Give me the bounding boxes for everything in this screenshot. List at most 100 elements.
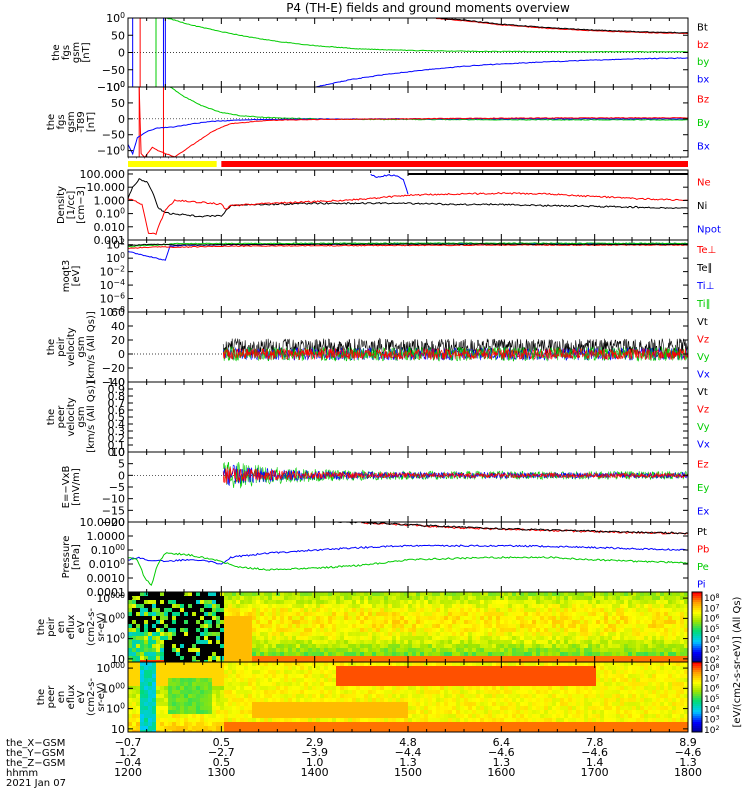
heat-cell [188, 662, 193, 667]
heat-cell [408, 604, 413, 609]
heat-cell [140, 706, 145, 711]
heat-cell [148, 698, 153, 703]
heat-cell [264, 670, 269, 675]
heat-cell [236, 600, 241, 605]
heat-cell [420, 596, 425, 601]
heat-cell [220, 624, 225, 629]
y-tick-label: 10.0000 [80, 516, 126, 529]
heat-cell [228, 596, 233, 601]
heat-cell [372, 682, 377, 687]
heat-cell [204, 730, 209, 732]
heat-cell [560, 660, 565, 662]
heat-cell [528, 644, 533, 649]
y-axis-label: the [46, 409, 57, 425]
heat-cell [248, 604, 253, 609]
heat-cell [424, 670, 429, 675]
heat-cell [200, 678, 205, 683]
heat-cell [140, 624, 145, 629]
heat-cell [380, 686, 385, 691]
heat-cell [684, 652, 688, 657]
heat-cell [220, 706, 225, 711]
heat-cell [492, 608, 497, 613]
heat-cell [504, 604, 509, 609]
heat-cell [348, 690, 353, 695]
heat-cell [148, 596, 153, 601]
legend-entry: Pt [697, 527, 707, 538]
heat-cell [336, 592, 341, 597]
heat-cell [232, 698, 237, 703]
heat-cell [356, 628, 361, 633]
heat-cell [208, 612, 213, 617]
heat-cell [156, 660, 161, 662]
heat-cell [612, 632, 617, 637]
heat-cell [232, 666, 237, 671]
heat-cell [248, 726, 253, 731]
heat-cell [304, 666, 309, 671]
y-axis-label: [eV] [71, 266, 82, 287]
heat-cell [232, 702, 237, 707]
heat-cell [448, 660, 453, 662]
heat-cell [492, 636, 497, 641]
heat-cell [164, 682, 169, 687]
heat-cell [660, 612, 665, 617]
heat-cell [588, 644, 593, 649]
heat-cell [400, 644, 405, 649]
heat-cell [336, 722, 341, 727]
heat-cell [492, 640, 497, 645]
heat-cell [156, 596, 161, 601]
heat-cell [424, 600, 429, 605]
heat-cell [280, 690, 285, 695]
heat-cell [200, 726, 205, 731]
heat-cell [360, 644, 365, 649]
heat-cell [396, 644, 401, 649]
heat-cell [208, 644, 213, 649]
heat-cell [212, 640, 217, 645]
heat-cell [280, 612, 285, 617]
heat-cell [576, 652, 581, 657]
heat-cell [324, 686, 329, 691]
heat-cell [244, 706, 249, 711]
heat-cell [336, 604, 341, 609]
heat-cell [340, 616, 345, 621]
heat-cell [276, 670, 281, 675]
heat-cell [260, 726, 265, 731]
heat-cell [280, 702, 285, 707]
heat-cell [416, 640, 421, 645]
heat-cell [260, 608, 265, 613]
heat-cell [316, 640, 321, 645]
heat-cell [332, 666, 337, 671]
heat-cell [292, 604, 297, 609]
heat-cell [256, 656, 261, 661]
heat-cell [420, 660, 425, 662]
heat-cell [632, 596, 637, 601]
heat-cell [340, 662, 345, 667]
heat-cell [428, 632, 433, 637]
heat-cell [488, 632, 493, 637]
heat-cell [184, 682, 189, 687]
heat-cell [568, 616, 573, 621]
heat-cell [488, 656, 493, 661]
heat-cell [456, 660, 461, 662]
heat-cell [360, 686, 365, 691]
heat-cell [496, 644, 501, 649]
heat-cell [260, 666, 265, 671]
heat-cell [392, 660, 397, 662]
heat-cell [412, 706, 417, 711]
heat-cell [184, 694, 189, 699]
heat-cell [668, 600, 673, 605]
heat-cell [364, 686, 369, 691]
heat-cell [376, 710, 381, 715]
heat-cell [488, 608, 493, 613]
heat-cell [592, 596, 597, 601]
heat-cell [304, 632, 309, 637]
heat-cell [600, 596, 605, 601]
heat-cell [668, 644, 673, 649]
heat-cell [220, 620, 225, 625]
heat-cell [488, 660, 493, 662]
heat-cell [572, 656, 577, 661]
heat-cell [328, 662, 333, 667]
heat-cell [264, 600, 269, 605]
heat-cell [432, 640, 437, 645]
heat-cell [156, 718, 161, 723]
